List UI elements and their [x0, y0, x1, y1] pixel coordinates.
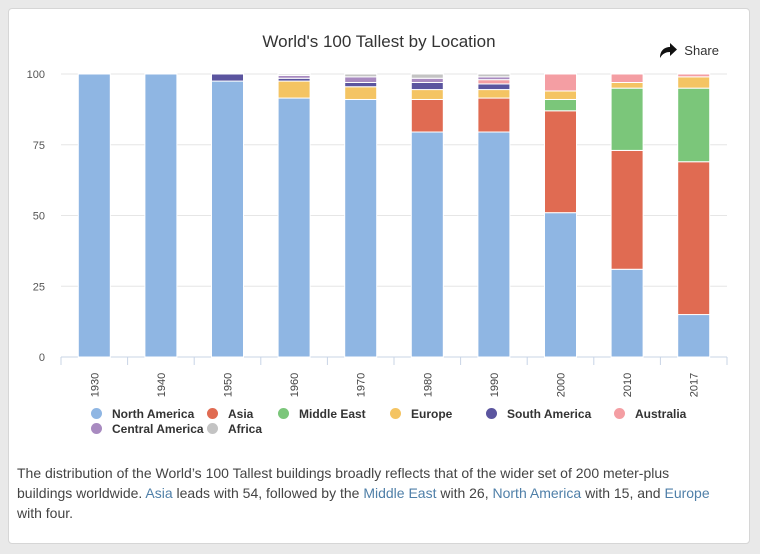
- bar-segment[interactable]: [277, 80, 311, 99]
- description-part: with 15, and: [581, 485, 665, 501]
- share-arrow-icon: [658, 41, 678, 59]
- legend-item[interactable]: Australia: [612, 406, 702, 421]
- legend-item[interactable]: Europe: [388, 406, 484, 421]
- bar-segment[interactable]: [677, 314, 711, 358]
- legend-label: Middle East: [299, 406, 366, 421]
- share-button[interactable]: Share: [658, 41, 719, 59]
- legend-row: Central America Africa: [89, 421, 709, 436]
- share-label: Share: [684, 42, 719, 58]
- bar-segment[interactable]: [477, 79, 511, 85]
- legend-label: South America: [507, 406, 592, 421]
- bar-segment[interactable]: [544, 90, 577, 100]
- bar-segment[interactable]: [410, 131, 444, 358]
- bar-segment[interactable]: [477, 97, 511, 133]
- bar-segment[interactable]: [77, 73, 111, 358]
- x-tick-label: 2010: [622, 373, 634, 397]
- legend-swatch: [614, 408, 625, 419]
- link-middle-east[interactable]: Middle East: [363, 485, 437, 501]
- bar-segment[interactable]: [344, 86, 378, 100]
- description-part: The distribution of the World’s 100 Tall…: [17, 465, 670, 501]
- legend-row: North America Asia Middle East Europe South …: [89, 406, 709, 421]
- bar-segment[interactable]: [477, 131, 511, 358]
- link-north-america[interactable]: North America: [492, 485, 582, 501]
- bar-segment[interactable]: [677, 161, 711, 316]
- chart-card: World's 100 Tallest by Location Share 0 2…: [8, 8, 750, 544]
- bar-segment[interactable]: [610, 268, 644, 358]
- legend-swatch: [91, 423, 102, 434]
- bar-segment[interactable]: [211, 73, 244, 82]
- y-tick-label: 0: [39, 352, 45, 364]
- x-tick-label: 2017: [689, 373, 701, 397]
- y-tick-label: 25: [33, 281, 45, 293]
- stacked-bar-chart: 0 25 50 75 100 1930 1940 1950 1960 1970 1980 1990 20…: [27, 69, 728, 397]
- bar-segment[interactable]: [677, 73, 711, 78]
- x-tick-label: 1970: [356, 373, 368, 397]
- legend-swatch: [91, 408, 102, 419]
- legend-label: North America: [112, 406, 195, 421]
- description-part: with four.: [17, 505, 74, 521]
- legend-item[interactable]: South America: [484, 406, 612, 421]
- x-tick-label: 1950: [223, 373, 235, 397]
- legend-label: Europe: [411, 406, 453, 421]
- legend-swatch: [207, 408, 218, 419]
- legend-item[interactable]: Africa: [205, 421, 276, 436]
- bar-segment[interactable]: [610, 149, 644, 270]
- legend-swatch: [486, 408, 497, 419]
- bar-segment[interactable]: [544, 73, 577, 92]
- bar-segment[interactable]: [277, 97, 311, 358]
- x-tick-label: 1940: [156, 373, 168, 397]
- bar-segment[interactable]: [610, 73, 644, 83]
- x-tick-label: 1960: [289, 373, 301, 397]
- bar-segment[interactable]: [344, 81, 378, 88]
- legend-item[interactable]: Central America: [89, 421, 205, 436]
- description-part: with 26,: [436, 485, 493, 501]
- bar-segment[interactable]: [610, 87, 644, 151]
- bar-segment[interactable]: [344, 73, 378, 78]
- bar-segment[interactable]: [477, 89, 511, 99]
- bar-segment[interactable]: [410, 98, 444, 133]
- legend-item[interactable]: Asia: [205, 406, 276, 421]
- x-tick-label: 1930: [89, 373, 101, 397]
- bar-segment[interactable]: [410, 89, 444, 100]
- legend-item[interactable]: North America: [89, 406, 205, 421]
- legend-item[interactable]: Middle East: [276, 406, 388, 421]
- bar-segment[interactable]: [544, 212, 577, 358]
- y-tick-label: 100: [27, 69, 45, 81]
- legend: North America Asia Middle East Europe South …: [89, 406, 709, 436]
- legend-label: Africa: [228, 421, 263, 436]
- bar-segment[interactable]: [410, 77, 444, 83]
- bar-segment[interactable]: [410, 81, 444, 91]
- link-europe[interactable]: Europe: [664, 485, 710, 501]
- link-asia[interactable]: Asia: [145, 485, 173, 501]
- legend-swatch: [207, 423, 218, 434]
- legend-swatch: [278, 408, 289, 419]
- description-part: leads with 54, followed by the: [172, 485, 364, 501]
- x-tick-label: 1990: [489, 373, 501, 397]
- bar-segment[interactable]: [544, 110, 577, 214]
- bar-segment[interactable]: [477, 83, 511, 91]
- bar-segment[interactable]: [344, 76, 378, 83]
- bar-segment[interactable]: [677, 87, 711, 163]
- x-tick-label: 2000: [556, 373, 568, 397]
- bar-segment[interactable]: [477, 73, 511, 78]
- bar-segment[interactable]: [544, 98, 577, 112]
- description-text: The distribution of the World’s 100 Tall…: [17, 463, 727, 523]
- bar-segment[interactable]: [211, 80, 244, 358]
- legend-label: Asia: [228, 406, 254, 421]
- bar-segment[interactable]: [677, 76, 711, 89]
- bar-segment[interactable]: [344, 98, 378, 358]
- chart-title: World's 100 Tallest by Location: [262, 32, 496, 51]
- legend-label: Central America: [112, 421, 204, 436]
- bar-segment[interactable]: [410, 73, 444, 79]
- legend-label: Australia: [635, 406, 687, 421]
- x-tick-label: 1980: [422, 373, 434, 397]
- bar-segment[interactable]: [144, 73, 178, 358]
- y-tick-label: 50: [33, 211, 45, 223]
- legend-swatch: [390, 408, 401, 419]
- y-tick-label: 75: [33, 140, 45, 152]
- bar-segment[interactable]: [277, 73, 311, 76]
- bar-segment[interactable]: [610, 81, 644, 89]
